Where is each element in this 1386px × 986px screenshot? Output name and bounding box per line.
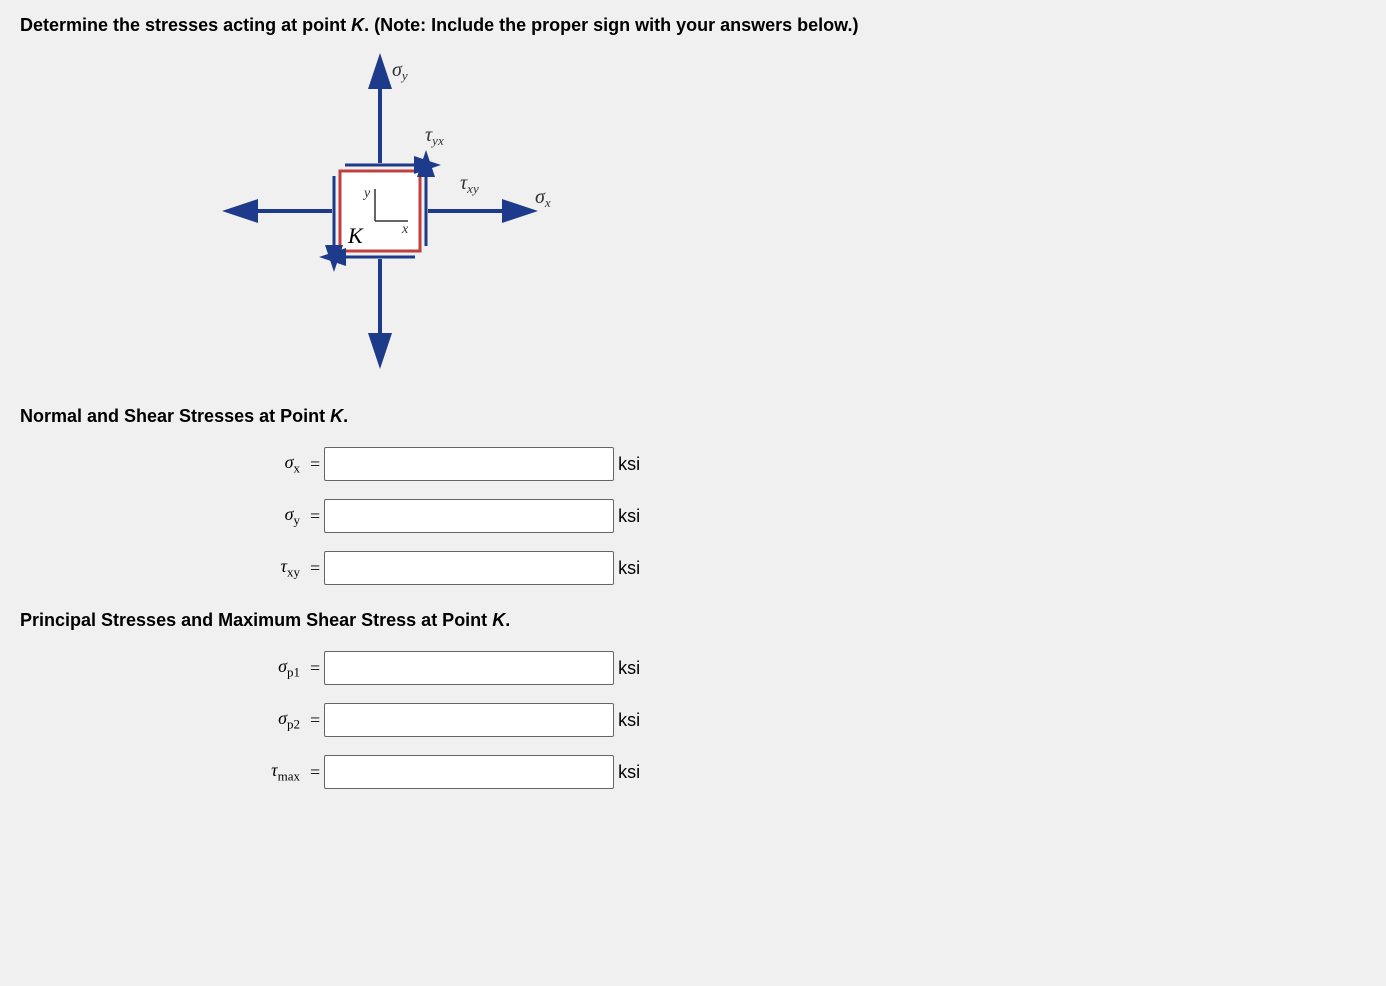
symbol: σ	[278, 656, 287, 676]
section2-prefix: Principal Stresses and Maximum Shear Str…	[20, 610, 492, 630]
title-prefix: Determine the stresses acting at point	[20, 15, 351, 35]
section2-p1-input[interactable]	[324, 651, 614, 685]
equals-sign: =	[310, 710, 320, 731]
input-row: τxy = ksi	[230, 551, 1366, 585]
input-row: τmax = ksi	[230, 755, 1366, 789]
svg-text:x: x	[401, 222, 409, 237]
unit-label: ksi	[618, 658, 640, 679]
section1-heading: Normal and Shear Stresses at Point K.	[20, 406, 1366, 427]
section1-y-input[interactable]	[324, 499, 614, 533]
section2-p2-input[interactable]	[324, 703, 614, 737]
symbol: σ	[285, 504, 294, 524]
svg-text:K: K	[347, 223, 364, 248]
unit-label: ksi	[618, 506, 640, 527]
subscript: max	[278, 768, 300, 783]
section1-prefix: Normal and Shear Stresses at Point	[20, 406, 330, 426]
equals-sign: =	[310, 762, 320, 783]
section1-x-input[interactable]	[324, 447, 614, 481]
unit-label: ksi	[618, 762, 640, 783]
stress-label: σx	[230, 452, 300, 477]
svg-text:σx: σx	[535, 186, 551, 210]
subscript: p2	[287, 716, 300, 731]
stress-label: σy	[230, 504, 300, 529]
input-row: σx = ksi	[230, 447, 1366, 481]
title-suffix: . (Note: Include the proper sign with yo…	[364, 15, 858, 35]
input-row: σp2 = ksi	[230, 703, 1366, 737]
input-row: σp1 = ksi	[230, 651, 1366, 685]
equals-sign: =	[310, 454, 320, 475]
stress-label: τxy	[230, 556, 300, 581]
subscript: p1	[287, 664, 300, 679]
question-title: Determine the stresses acting at point K…	[20, 15, 1366, 36]
section1-suffix: .	[343, 406, 348, 426]
section1-xy-input[interactable]	[324, 551, 614, 585]
subscript: x	[294, 460, 301, 475]
symbol: σ	[285, 452, 294, 472]
section2-suffix: .	[505, 610, 510, 630]
svg-text:τxy: τxy	[460, 172, 479, 196]
point-k-title: K	[351, 15, 364, 35]
stress-label: σp1	[230, 656, 300, 681]
input-row: σy = ksi	[230, 499, 1366, 533]
stress-label: τmax	[230, 760, 300, 785]
equals-sign: =	[310, 558, 320, 579]
subscript: y	[294, 512, 301, 527]
section2-point-k: K	[492, 610, 505, 630]
svg-text:τyx: τyx	[425, 124, 444, 148]
svg-text:σy: σy	[392, 59, 408, 83]
stress-label: σp2	[230, 708, 300, 733]
section2-max-input[interactable]	[324, 755, 614, 789]
symbol: σ	[278, 708, 287, 728]
section2-heading: Principal Stresses and Maximum Shear Str…	[20, 610, 1366, 631]
svg-text:y: y	[362, 186, 371, 201]
unit-label: ksi	[618, 558, 640, 579]
stress-element-diagram: x y Kσy σx τyx τxy	[220, 51, 1366, 376]
equals-sign: =	[310, 658, 320, 679]
subscript: xy	[287, 564, 300, 579]
section1-point-k: K	[330, 406, 343, 426]
unit-label: ksi	[618, 710, 640, 731]
equals-sign: =	[310, 506, 320, 527]
unit-label: ksi	[618, 454, 640, 475]
diagram-svg: x y Kσy σx τyx τxy	[220, 51, 570, 371]
